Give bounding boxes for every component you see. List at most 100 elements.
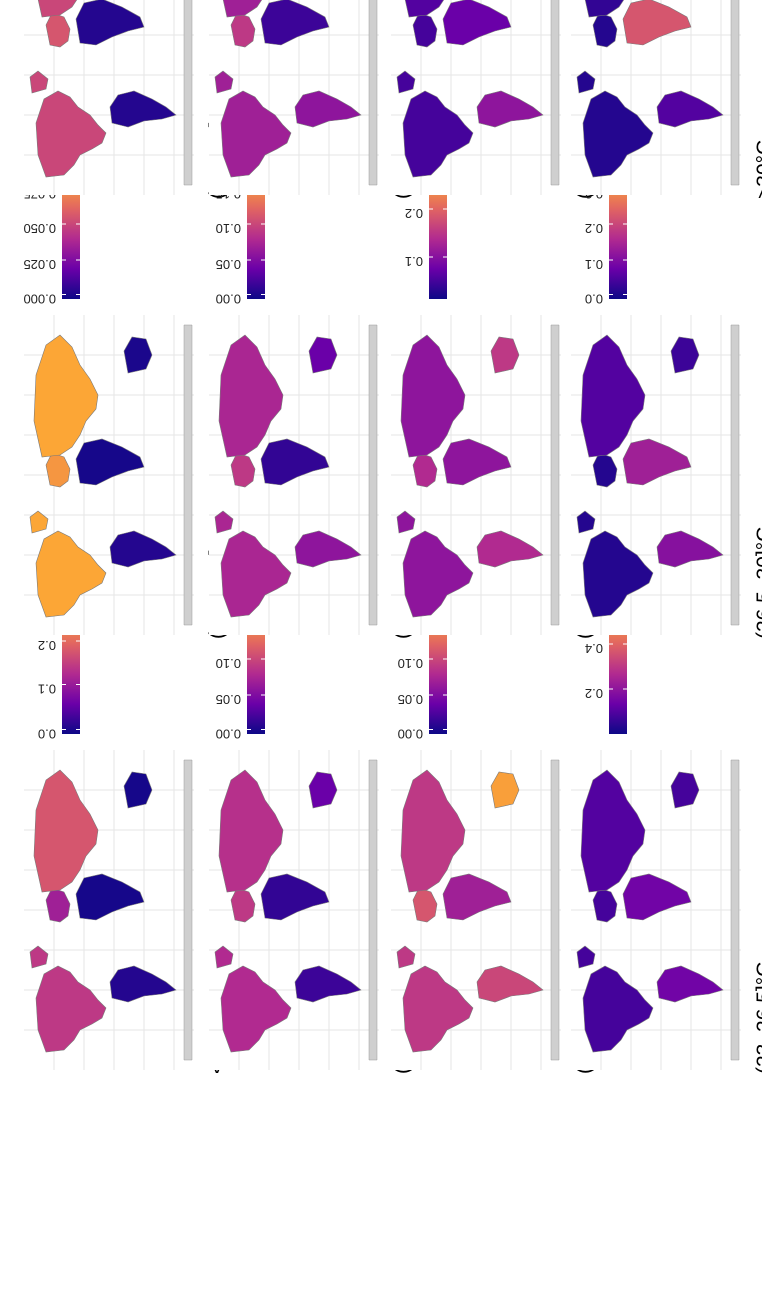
region-greenland [29, 945, 49, 969]
region-greenland [576, 945, 596, 969]
region-north-america [582, 90, 654, 178]
region-asia [33, 769, 99, 893]
tick-label: 0.05 [216, 257, 241, 272]
region-europe [230, 887, 256, 923]
world-map [391, 750, 561, 1070]
tick-label: 0.1 [405, 254, 423, 269]
region-asia [33, 0, 99, 18]
region-europe [45, 12, 71, 48]
tick-label: 0.2 [585, 686, 603, 701]
region-asia [218, 0, 284, 18]
region-south-america [109, 965, 177, 1003]
region-south-america [294, 90, 362, 128]
region-asia [580, 334, 646, 458]
region-north-america [35, 90, 107, 178]
map-panel: (19.5, 23]°CTemp Index0.10.20.30.40.5 [391, 0, 596, 199]
region-greenland [214, 945, 234, 969]
region-asia [400, 334, 466, 458]
world-map [571, 750, 741, 1070]
region-south-america [656, 530, 724, 568]
tick-label: 0.10 [216, 656, 241, 671]
tick-label: 0.2 [585, 221, 603, 236]
panel-title: >30°C [753, 140, 762, 199]
region-antarctica [730, 759, 740, 1061]
region-australia [670, 336, 700, 374]
region-greenland [396, 70, 416, 94]
region-australia [308, 771, 338, 809]
tick-label: 0.025 [23, 257, 56, 272]
region-africa [75, 438, 145, 486]
region-greenland [214, 510, 234, 534]
world-map [209, 0, 379, 195]
region-north-america [35, 530, 107, 618]
region-europe [592, 12, 618, 48]
region-greenland [396, 945, 416, 969]
region-antarctica [368, 759, 378, 1061]
region-antarctica [183, 759, 193, 1061]
region-asia [218, 769, 284, 893]
tick-label: 0.4 [585, 641, 603, 656]
region-africa [75, 0, 145, 46]
region-south-america [294, 965, 362, 1003]
tick-label: 0.2 [38, 638, 56, 653]
region-north-america [402, 965, 474, 1053]
region-europe [412, 887, 438, 923]
region-europe [230, 12, 256, 48]
region-greenland [214, 70, 234, 94]
region-antarctica [550, 324, 560, 626]
region-europe [412, 12, 438, 48]
tick-label: 0.050 [23, 221, 56, 236]
region-asia [400, 769, 466, 893]
region-north-america [402, 90, 474, 178]
region-africa [75, 873, 145, 921]
region-australia [490, 336, 520, 374]
region-africa [622, 0, 692, 46]
world-map [24, 750, 194, 1070]
region-greenland [576, 70, 596, 94]
region-south-america [476, 530, 544, 568]
region-antarctica [730, 0, 740, 186]
region-asia [580, 769, 646, 893]
region-asia [580, 0, 646, 18]
region-south-america [109, 530, 177, 568]
world-map [209, 315, 379, 635]
region-africa [442, 0, 512, 46]
region-europe [45, 887, 71, 923]
region-africa [442, 873, 512, 921]
region-africa [442, 438, 512, 486]
region-antarctica [183, 0, 193, 186]
region-europe [412, 452, 438, 488]
region-australia [123, 771, 153, 809]
region-europe [592, 452, 618, 488]
region-greenland [29, 510, 49, 534]
map-panel: (9, 12.5]°CTemp Index0.00.10.20.3 [209, 0, 414, 199]
region-north-america [582, 965, 654, 1053]
region-north-america [402, 530, 474, 618]
panel-title: (23, 26.5]°C [753, 962, 762, 1074]
region-australia [670, 771, 700, 809]
region-south-america [476, 90, 544, 128]
region-asia [400, 0, 466, 18]
map-panel: (26.5, 30]°CTemp Index0.00.10.20.30.4 [571, 48, 762, 639]
tick-label: 0.1 [38, 682, 56, 697]
tick-label: 0.10 [398, 656, 423, 671]
region-north-america [35, 965, 107, 1053]
world-map [24, 0, 194, 195]
tick-label: 0.0 [38, 727, 56, 742]
map-panel: >30°CTemp Index0.00.20.40.6 [571, 0, 762, 199]
region-antarctica [368, 0, 378, 186]
map-panel: <−5°CTemp Index0.00.10.20.3 [24, 483, 229, 1074]
region-africa [622, 438, 692, 486]
region-australia [490, 771, 520, 809]
tick-label: 0.10 [216, 221, 241, 236]
world-map [571, 0, 741, 195]
tick-label: 0.05 [398, 692, 423, 707]
region-greenland [576, 510, 596, 534]
region-australia [308, 336, 338, 374]
region-south-america [656, 90, 724, 128]
world-map [24, 315, 194, 635]
tick-label: 0.000 [23, 292, 56, 307]
region-asia [33, 334, 99, 458]
